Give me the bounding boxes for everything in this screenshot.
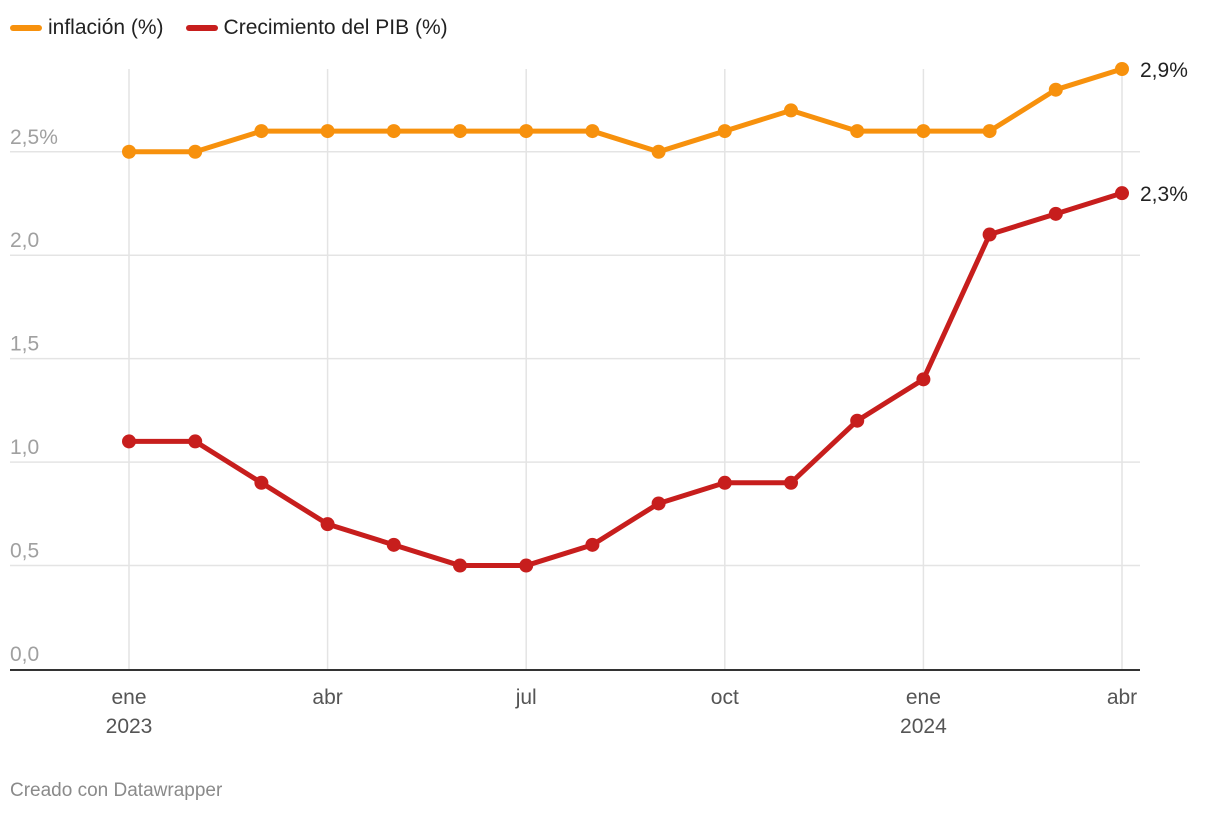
- data-point: [122, 144, 136, 159]
- x-tick-label: ene: [906, 686, 941, 709]
- series-line-1: [126, 190, 1125, 569]
- data-point: [386, 124, 401, 139]
- data-point: [1115, 186, 1129, 201]
- x-tick-label: oct: [711, 686, 739, 709]
- legend-item-gdp: Crecimiento del PIB (%): [185, 16, 448, 40]
- data-point: [784, 103, 798, 118]
- data-point: [784, 475, 798, 490]
- data-point: [188, 434, 203, 449]
- legend-label-gdp: Crecimiento del PIB (%): [223, 16, 448, 39]
- legend-label-inflation: inflación (%): [48, 16, 164, 39]
- data-point: [1048, 206, 1063, 221]
- footer-credit: Creado con Datawrapper: [10, 780, 223, 801]
- x-tick-label: ene: [111, 686, 146, 709]
- data-point: [122, 434, 136, 449]
- data-point: [519, 558, 534, 573]
- y-tick-label: 1,0: [10, 436, 39, 459]
- data-point: [717, 124, 732, 139]
- series-end-label: 2,9%: [1140, 59, 1188, 82]
- data-point: [254, 475, 269, 490]
- x-tick-label: abr: [312, 686, 342, 709]
- data-point: [1048, 82, 1063, 97]
- data-point: [717, 475, 732, 490]
- data-point: [982, 227, 997, 242]
- x-tick-sublabel: 2024: [900, 715, 947, 738]
- data-point: [320, 124, 335, 139]
- legend-swatch-inflation: [10, 25, 42, 31]
- data-point: [1115, 62, 1129, 76]
- series-end-label: 2,3%: [1140, 183, 1188, 206]
- data-point: [585, 124, 600, 139]
- data-point: [982, 124, 997, 139]
- y-tick-label: 2,0: [10, 229, 39, 252]
- data-point: [453, 558, 467, 573]
- x-tick-sublabel: 2023: [106, 715, 153, 738]
- data-point: [850, 413, 865, 428]
- data-point: [453, 124, 467, 139]
- x-tick-label: jul: [515, 686, 537, 709]
- data-point: [188, 144, 203, 159]
- legend-swatch-gdp: [185, 25, 218, 31]
- x-tick-label: abr: [1107, 686, 1137, 709]
- data-point: [651, 496, 666, 511]
- data-point: [320, 517, 335, 532]
- y-tick-label: 1,5: [10, 333, 39, 356]
- data-point: [585, 537, 600, 552]
- data-point: [850, 124, 865, 139]
- y-tick-label: 0,5: [10, 540, 39, 563]
- data-point: [519, 124, 534, 139]
- legend: inflación (%) Crecimiento del PIB (%): [10, 16, 448, 40]
- legend-item-inflation: inflación (%): [10, 16, 164, 40]
- y-tick-label: 0,0: [10, 643, 39, 666]
- y-tick-label: 2,5%: [10, 126, 58, 149]
- data-point: [386, 537, 401, 552]
- series-line-0: [126, 66, 1125, 155]
- data-point: [916, 372, 931, 387]
- data-point: [254, 124, 269, 139]
- data-point: [916, 124, 931, 139]
- data-point: [651, 144, 666, 159]
